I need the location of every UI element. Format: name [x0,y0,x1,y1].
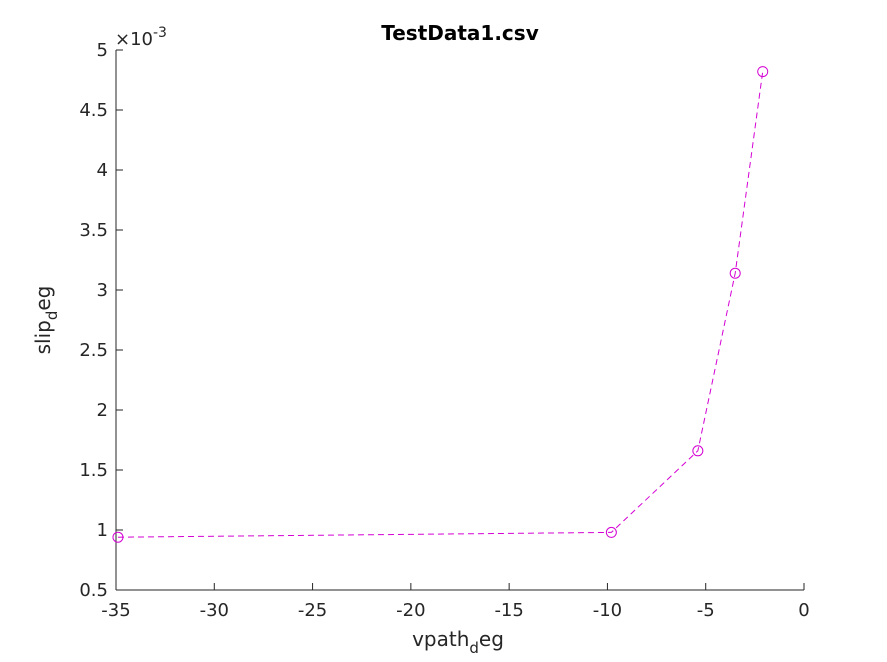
data-point [692,445,704,457]
x-tick-label: -35 [101,600,130,621]
y-tick-label: 2 [97,400,108,421]
data-point [112,531,124,543]
y-tick-label: 3 [97,280,108,301]
y-exponent-label: ×10-3 [115,25,167,50]
y-tick-label: 0.5 [79,580,108,601]
x-ticks: -35 -30 -25 -20 -15 -10 -5 0 [101,583,810,621]
x-tick-label: -15 [494,600,523,621]
series-line [117,71,764,538]
data-point [757,66,769,78]
x-tick-label: -5 [697,600,715,621]
y-ticks: 0.5 1 1.5 2 2.5 3 3.5 4 4.5 5 [79,40,123,601]
x-tick-label: 0 [798,600,809,621]
y-axis-label: slipdeg [31,286,61,355]
y-tick-label: 4 [97,160,108,181]
x-tick-label: -25 [298,600,327,621]
data-point [729,267,741,279]
axes [115,50,804,591]
x-tick-label: -20 [396,600,425,621]
data-point [605,526,617,538]
x-axis-label: vpathdeg [412,627,504,657]
x-tick-label: -10 [593,600,622,621]
x-tick-label: -30 [200,600,229,621]
y-tick-label: 1.5 [79,460,108,481]
chart-title: TestData1.csv [381,21,538,45]
y-tick-label: 4.5 [79,100,108,121]
plot-area [112,66,769,543]
y-exponent-power: -3 [153,25,167,41]
y-tick-label: 3.5 [79,220,108,241]
svg-text:×10-3: ×10-3 [115,25,167,50]
y-tick-label: 5 [97,40,108,61]
y-tick-label: 2.5 [79,340,108,361]
y-exponent-base: ×10 [115,29,153,50]
y-tick-label: 1 [97,520,108,541]
